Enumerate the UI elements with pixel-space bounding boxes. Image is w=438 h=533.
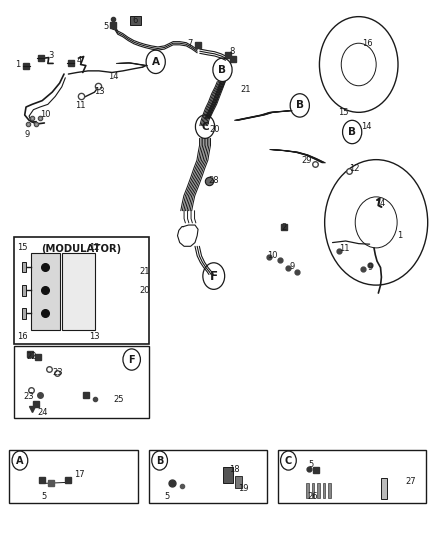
Text: 14: 14 — [108, 71, 119, 80]
Text: 10: 10 — [267, 252, 278, 260]
Text: 23: 23 — [24, 392, 35, 401]
Text: 5: 5 — [308, 460, 313, 469]
Text: A: A — [152, 57, 160, 67]
Bar — [223, 467, 233, 483]
Bar — [306, 483, 309, 498]
Text: 19: 19 — [238, 483, 248, 492]
Text: 3: 3 — [48, 51, 53, 60]
Text: 13: 13 — [94, 86, 104, 95]
Bar — [278, 450, 426, 503]
Text: B: B — [348, 127, 356, 137]
Text: 20: 20 — [140, 286, 150, 295]
Text: 20: 20 — [209, 125, 220, 134]
Text: 27: 27 — [406, 478, 417, 486]
Text: 13: 13 — [89, 332, 100, 341]
Text: A: A — [16, 456, 24, 465]
Text: 9: 9 — [367, 263, 372, 272]
Text: 12: 12 — [89, 244, 100, 253]
Text: 22: 22 — [26, 352, 36, 361]
Text: 4: 4 — [379, 199, 385, 208]
Text: 23: 23 — [52, 368, 63, 377]
Text: 14: 14 — [361, 122, 372, 131]
Text: 2: 2 — [281, 223, 286, 232]
Text: B: B — [219, 65, 226, 75]
Text: 28: 28 — [208, 176, 219, 185]
Text: 21: 21 — [140, 268, 150, 276]
Bar — [21, 262, 26, 272]
Text: 11: 11 — [339, 245, 350, 254]
Bar — [149, 450, 267, 503]
Bar — [21, 285, 26, 295]
Text: 8: 8 — [230, 47, 235, 55]
Text: 1: 1 — [15, 60, 21, 69]
Text: 9: 9 — [290, 262, 295, 271]
Bar — [14, 346, 149, 418]
Bar — [312, 483, 314, 498]
Text: 18: 18 — [229, 465, 240, 474]
Text: 25: 25 — [113, 395, 124, 404]
Text: 10: 10 — [40, 110, 51, 119]
Text: 21: 21 — [240, 85, 251, 94]
Text: 6: 6 — [132, 16, 138, 25]
Bar — [10, 450, 138, 503]
Bar — [317, 483, 320, 498]
Text: 16: 16 — [362, 39, 373, 48]
Text: C: C — [285, 456, 292, 465]
Text: 29: 29 — [301, 156, 311, 165]
Bar — [235, 477, 242, 488]
Bar — [14, 237, 149, 344]
Text: 24: 24 — [37, 408, 47, 417]
Bar — [328, 483, 331, 498]
Text: 17: 17 — [74, 471, 85, 479]
Bar — [131, 15, 141, 25]
Bar — [62, 253, 95, 330]
Text: (MODULATOR): (MODULATOR) — [42, 244, 121, 254]
Text: F: F — [128, 354, 135, 365]
Text: 4: 4 — [77, 56, 82, 65]
Bar — [31, 253, 60, 330]
Text: 26: 26 — [307, 491, 318, 500]
Text: 11: 11 — [75, 101, 85, 110]
Text: 5: 5 — [42, 491, 47, 500]
Text: 7: 7 — [187, 39, 192, 48]
Text: 5: 5 — [164, 491, 169, 500]
Text: 1: 1 — [398, 231, 403, 240]
Text: 5: 5 — [104, 22, 109, 31]
Text: B: B — [156, 456, 163, 465]
Text: 15: 15 — [17, 244, 28, 253]
Bar — [21, 308, 26, 319]
Text: C: C — [201, 122, 209, 132]
Text: 16: 16 — [17, 332, 28, 341]
Text: 15: 15 — [338, 108, 349, 117]
Text: 12: 12 — [349, 164, 360, 173]
Text: 9: 9 — [24, 130, 29, 139]
Text: B: B — [296, 100, 304, 110]
Bar — [323, 483, 325, 498]
Text: F: F — [210, 270, 218, 282]
Bar — [381, 478, 387, 499]
